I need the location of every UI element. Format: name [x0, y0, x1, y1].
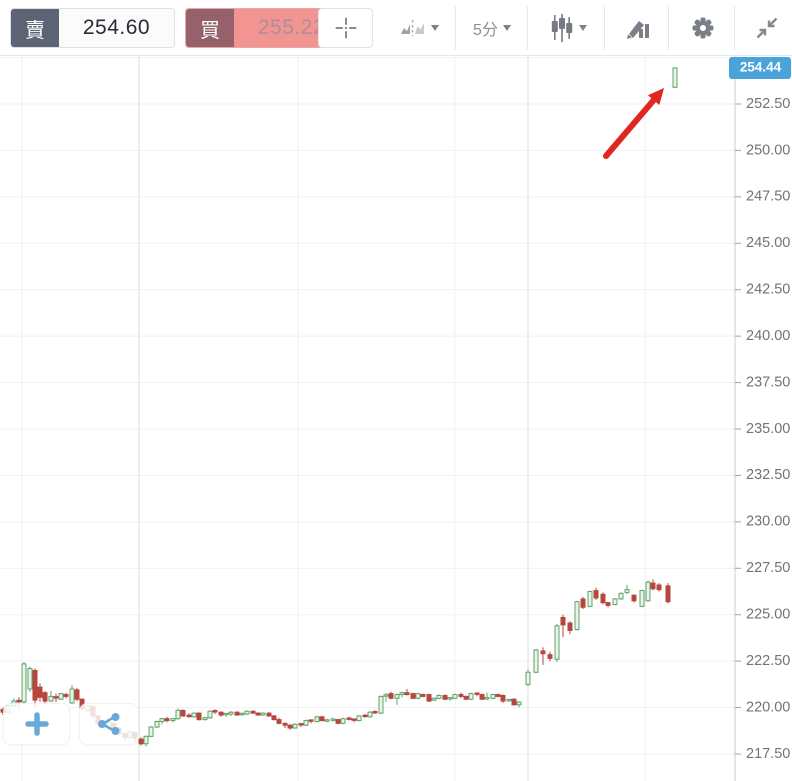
share-icon — [98, 713, 120, 735]
svg-text:240.00: 240.00 — [746, 328, 790, 344]
settings-button[interactable] — [676, 8, 730, 48]
candlestick-style-icon — [551, 14, 572, 42]
svg-text:242.50: 242.50 — [746, 282, 790, 298]
sell-price: 254.60 — [59, 9, 174, 47]
interval-label: 5分 — [473, 22, 498, 39]
caret-down-icon — [430, 25, 439, 31]
svg-text:237.50: 237.50 — [746, 374, 790, 390]
svg-text:252.50: 252.50 — [746, 96, 790, 112]
collapse-icon — [756, 17, 778, 39]
collapse-chart-button[interactable] — [742, 8, 792, 48]
last-price-badge: 254.44 — [729, 56, 791, 79]
compare-charts-icon — [400, 20, 424, 36]
crosshair-tool-button[interactable] — [318, 8, 373, 48]
price-axis-drag-area[interactable] — [735, 55, 792, 781]
chart-plot-area[interactable]: 252.50 250.00 247.50 245.00 242.50 240.00 237.… — [0, 55, 792, 781]
sell-button[interactable]: 賣 254.60 — [10, 8, 175, 48]
chart-area: 252.50 250.00 247.50 245.00 242.50 240.00 237.… — [0, 55, 792, 781]
indicators-button[interactable] — [612, 8, 664, 48]
svg-text:227.50: 227.50 — [746, 560, 790, 576]
svg-text:230.00: 230.00 — [746, 514, 790, 530]
add-indicator-button[interactable] — [3, 703, 70, 745]
plus-icon — [24, 712, 49, 736]
toolbar-separator — [527, 6, 528, 50]
up-trend-arrow-annotation — [603, 88, 664, 159]
caret-down-icon — [578, 25, 587, 31]
horizontal-gridlines — [0, 57, 735, 755]
toolbar-separator — [455, 6, 456, 50]
indicators-pen-icon — [627, 21, 649, 39]
svg-text:250.00: 250.00 — [746, 142, 790, 158]
interval-dropdown[interactable]: 5分 — [463, 8, 521, 48]
svg-text:232.50: 232.50 — [746, 467, 790, 483]
toolbar-separator — [734, 6, 735, 50]
svg-text:254.44: 254.44 — [740, 60, 782, 75]
chart-style-dropdown[interactable] — [536, 8, 600, 48]
share-button[interactable] — [79, 703, 139, 745]
svg-text:247.50: 247.50 — [746, 189, 790, 205]
toolbar-separator — [668, 6, 669, 50]
sell-tag: 賣 — [11, 9, 59, 47]
compare-chart-button[interactable] — [388, 8, 450, 48]
svg-text:225.00: 225.00 — [746, 607, 790, 623]
crosshair-icon — [335, 17, 356, 39]
svg-text:235.00: 235.00 — [746, 421, 790, 437]
price-axis: 252.50 250.00 247.50 245.00 242.50 240.00 237.… — [734, 55, 790, 781]
svg-text:222.50: 222.50 — [746, 653, 790, 669]
settings-gear-icon — [692, 17, 714, 39]
toolbar-separator — [604, 6, 605, 50]
candlesticks — [0, 67, 678, 747]
caret-down-icon — [502, 25, 511, 31]
svg-text:220.00: 220.00 — [746, 699, 790, 715]
svg-text:245.00: 245.00 — [746, 235, 790, 251]
toolbar: 賣 254.60 買 255.22 5分 — [0, 0, 792, 56]
buy-tag: 買 — [186, 9, 234, 47]
vertical-gridlines — [21, 55, 646, 781]
svg-text:217.50: 217.50 — [746, 746, 790, 762]
